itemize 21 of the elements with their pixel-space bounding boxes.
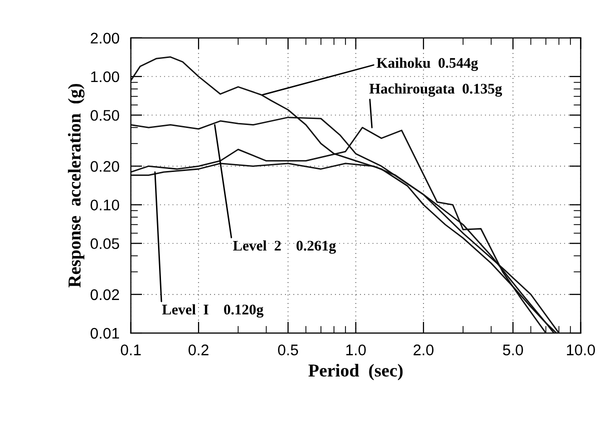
y-tick-label: 2.00 [90, 32, 120, 44]
y-tick-label: 0.50 [90, 110, 120, 121]
x-tick-label: 5.0 [502, 344, 524, 356]
x-tick-label: 0.2 [188, 344, 208, 356]
annotation: Kaihoku 0.544g [376, 58, 478, 71]
y-tick-label: 0.01 [90, 328, 119, 339]
y-tick-label: 0.02 [90, 289, 119, 300]
x-tick-label: 0.1 [120, 344, 141, 356]
x-axis-title: Period (sec) [308, 364, 403, 380]
annotation: Level I 0.120g [162, 304, 264, 318]
x-tick-label: 0.5 [278, 344, 298, 356]
y-tick-label: 0.20 [90, 161, 120, 172]
y-tick-label: 0.10 [90, 200, 120, 210]
y-tick-label: 0.05 [90, 238, 120, 250]
y-axis-title: Response acceleration (g) [68, 84, 84, 288]
x-tick-label: 10.0 [566, 344, 595, 356]
annotation: Level 2 0.261g [233, 240, 336, 254]
x-tick-label: 1.0 [346, 344, 366, 356]
y-tick-label: 1.00 [91, 71, 120, 82]
annotation: Hachirougata 0.135g [369, 83, 502, 97]
x-tick-label: 2.0 [414, 344, 434, 356]
